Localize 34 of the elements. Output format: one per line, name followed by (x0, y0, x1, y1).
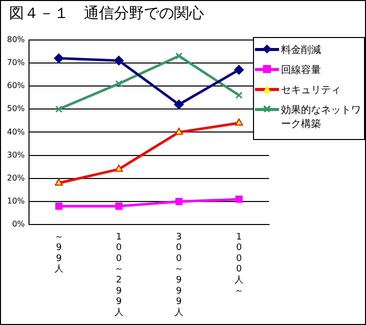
point (55, 106, 62, 113)
x-tick-label: 1000人～ (234, 232, 244, 296)
point (174, 100, 184, 110)
x-tick-label: 300～999人 (174, 232, 184, 318)
y-tick-label: 10% (7, 196, 26, 206)
point (234, 65, 244, 75)
point (235, 92, 243, 99)
y-tick-label: 70% (7, 58, 26, 67)
point (175, 52, 182, 60)
point (54, 178, 63, 186)
y-tick-label: 20% (7, 173, 26, 182)
x-tick-label: ～99人 (54, 232, 64, 275)
point (235, 118, 243, 126)
x-tick-label: 100～299人 (114, 232, 124, 318)
y-tick-label: 80% (7, 34, 26, 44)
chart-title: 図４－１ 通信分野での関心 (9, 4, 204, 23)
y-tick-label: 40% (7, 127, 26, 136)
legend-label: 効果的なネットワーク構築 (281, 104, 362, 131)
point (114, 164, 123, 172)
point (115, 80, 122, 88)
point (235, 196, 243, 203)
point (174, 128, 183, 135)
point (54, 54, 64, 64)
legend-label: 料金削減 (281, 44, 321, 57)
y-tick-label: 0% (12, 220, 26, 229)
y-tick-label: 30% (7, 150, 26, 160)
point (115, 202, 122, 210)
point (55, 202, 62, 210)
point (175, 198, 182, 206)
point (114, 56, 124, 66)
y-tick-label: 50% (7, 104, 26, 114)
legend-label: 回線容量 (281, 64, 321, 77)
y-tick-label: 60% (7, 81, 26, 90)
legend-label: セキュリティ (281, 84, 341, 97)
